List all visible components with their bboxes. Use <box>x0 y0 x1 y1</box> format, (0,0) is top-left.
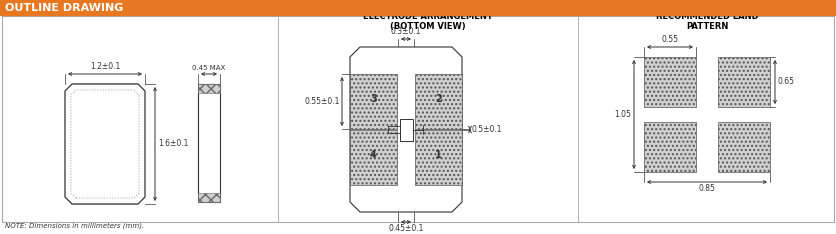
Text: 0.45 MAX: 0.45 MAX <box>192 65 226 71</box>
Bar <box>400 118 412 140</box>
Text: 1: 1 <box>435 150 442 161</box>
Text: 1.05: 1.05 <box>614 110 631 119</box>
Bar <box>198 84 220 202</box>
Bar <box>198 84 220 93</box>
Bar <box>0 0 836 15</box>
Text: 0.5±0.1: 0.5±0.1 <box>472 125 502 134</box>
Bar <box>350 74 397 129</box>
Bar <box>198 193 220 202</box>
Text: 0.55: 0.55 <box>661 35 679 44</box>
Bar <box>718 122 770 172</box>
Text: ELECTRODE ARRANGEMENT
(BOTTOM VIEW): ELECTRODE ARRANGEMENT (BOTTOM VIEW) <box>363 12 493 31</box>
Polygon shape <box>350 47 462 212</box>
Text: 0.85: 0.85 <box>699 184 716 193</box>
Text: 0.55±0.1: 0.55±0.1 <box>304 97 340 106</box>
Text: 3: 3 <box>370 95 377 105</box>
Text: OUTLINE DRAWING: OUTLINE DRAWING <box>5 3 124 13</box>
Bar <box>72 84 138 91</box>
Bar <box>415 74 462 129</box>
Text: 1.2±0.1: 1.2±0.1 <box>90 62 120 71</box>
Text: 0.65: 0.65 <box>778 77 795 87</box>
Text: 1.6±0.1: 1.6±0.1 <box>158 139 188 149</box>
Text: RECOMMENDED LAND
PATTERN: RECOMMENDED LAND PATTERN <box>655 12 758 31</box>
Text: 2: 2 <box>435 95 442 105</box>
Bar <box>718 57 770 107</box>
Bar <box>350 130 397 185</box>
Bar <box>644 122 696 172</box>
Bar <box>72 197 138 204</box>
Bar <box>644 57 696 107</box>
Text: 0.45±0.1: 0.45±0.1 <box>388 224 424 233</box>
Text: NOTE: Dimensions in millimeters (mm).: NOTE: Dimensions in millimeters (mm). <box>5 223 145 229</box>
Polygon shape <box>65 84 145 204</box>
Text: 0.3±0.1: 0.3±0.1 <box>390 27 421 36</box>
Bar <box>2 16 834 222</box>
Bar <box>415 130 462 185</box>
Text: 4: 4 <box>370 150 377 161</box>
